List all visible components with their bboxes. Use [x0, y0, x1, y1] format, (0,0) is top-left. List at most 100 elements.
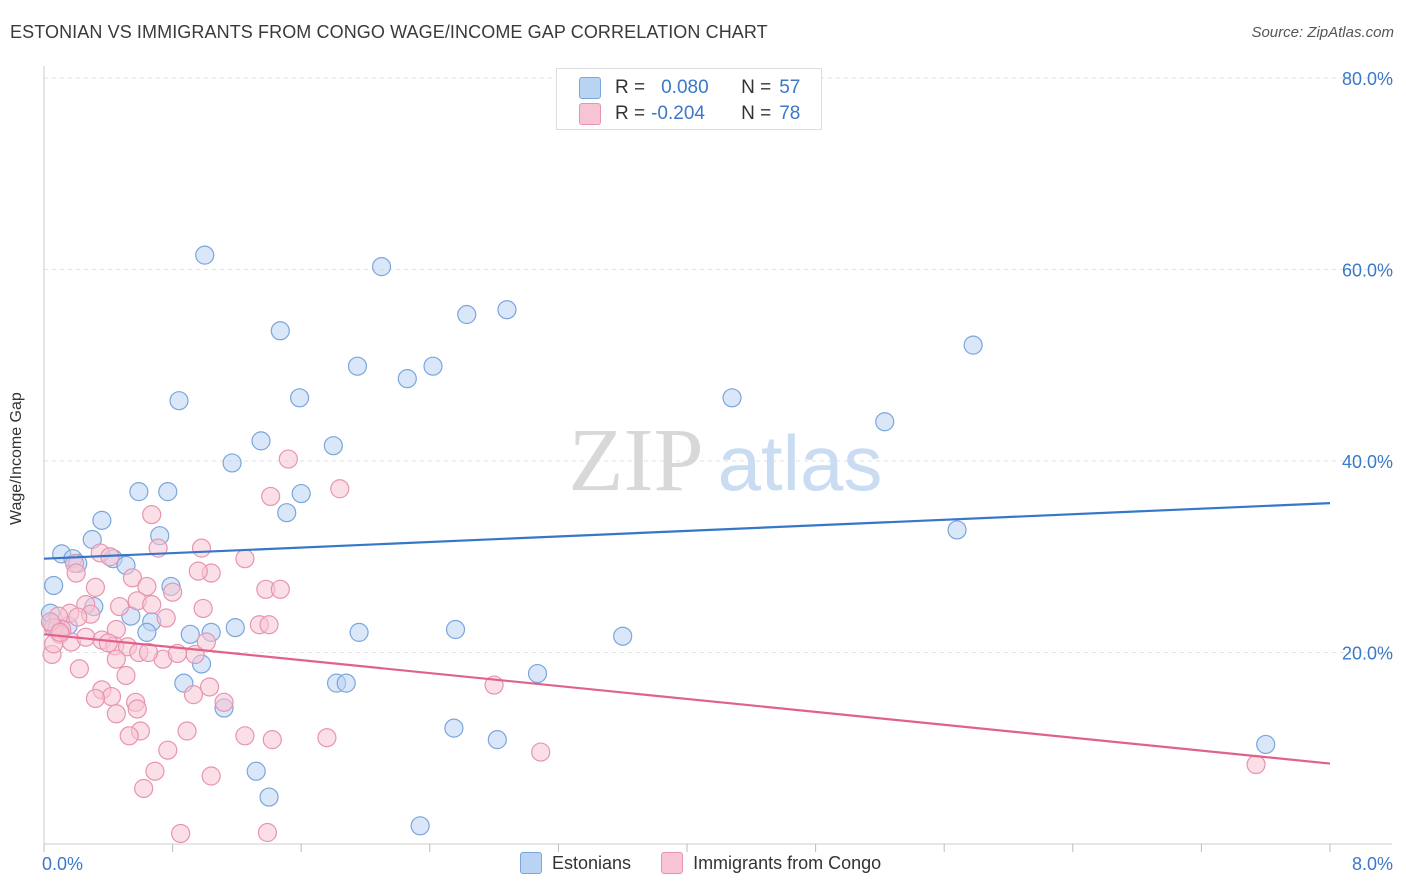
data-point	[158, 482, 178, 502]
data-point	[336, 673, 356, 693]
data-points	[40, 245, 1276, 844]
series-estonians-points	[40, 245, 1276, 836]
data-point	[145, 761, 165, 781]
data-point	[191, 538, 212, 558]
data-point	[497, 300, 517, 320]
data-point	[270, 579, 290, 599]
chart-title: ESTONIAN VS IMMIGRANTS FROM CONGO WAGE/I…	[10, 22, 768, 42]
data-point	[423, 356, 443, 376]
x-tick-label: 0.0%	[42, 854, 83, 874]
data-point	[137, 576, 157, 597]
data-point	[201, 766, 221, 786]
data-point	[137, 622, 157, 642]
data-point	[44, 575, 64, 596]
legend-row-congo: R = -0.204 N = 78	[579, 103, 800, 125]
data-point	[235, 726, 255, 746]
watermark-zip: ZIP	[569, 411, 704, 510]
data-point	[69, 659, 89, 679]
data-point	[129, 482, 149, 502]
legend-n-value: 78	[779, 103, 801, 124]
data-point	[50, 622, 70, 642]
series-swatch-congo	[661, 852, 684, 874]
correlation-legend: R = 0.080 N = 57 R = -0.204 N = 78	[556, 68, 822, 130]
data-point	[330, 479, 350, 499]
data-point	[531, 742, 551, 762]
data-point	[291, 483, 311, 504]
data-point	[225, 618, 245, 638]
data-point	[613, 626, 633, 646]
data-point	[444, 718, 464, 738]
x-tick-label: 8.0%	[1352, 854, 1393, 874]
data-point	[722, 388, 742, 408]
data-point	[235, 549, 255, 569]
series-legend-congo: Immigrants from Congo	[661, 852, 881, 874]
data-point	[92, 510, 112, 530]
data-point	[183, 685, 204, 705]
data-point	[947, 520, 967, 540]
trend-line-estonians	[43, 502, 1331, 560]
data-point	[262, 730, 282, 750]
chart-source: Source: ZipAtlas.com	[1251, 24, 1394, 41]
data-point	[101, 686, 122, 707]
data-point	[222, 453, 242, 473]
series-legend: Estonians Immigrants from Congo	[520, 852, 911, 874]
legend-r-value: 0.080	[661, 77, 709, 98]
data-point	[193, 598, 213, 619]
data-point	[195, 245, 215, 265]
data-point	[349, 622, 369, 642]
data-point	[347, 356, 368, 376]
y-tick-label: 20.0%	[1342, 644, 1393, 664]
data-point	[138, 642, 159, 663]
data-point	[270, 321, 290, 341]
data-point	[171, 823, 191, 844]
data-point	[134, 778, 154, 799]
data-point	[257, 822, 278, 843]
series-label-congo: Immigrants from Congo	[693, 852, 882, 873]
data-point	[158, 740, 178, 760]
legend-r-value: -0.204	[651, 103, 705, 124]
data-point	[214, 692, 234, 712]
y-tick-label: 80.0%	[1342, 69, 1393, 89]
data-point	[527, 663, 548, 684]
data-point	[68, 607, 88, 627]
watermark-atlas: atlas	[718, 419, 883, 507]
data-point	[169, 391, 189, 411]
legend-swatch-estonians	[579, 77, 601, 99]
data-point	[397, 369, 417, 389]
legend-row-estonians: R = 0.080 N = 57	[579, 77, 800, 99]
data-point	[85, 688, 106, 709]
data-point	[371, 257, 392, 277]
data-point	[259, 615, 279, 635]
data-point	[323, 436, 343, 456]
data-point	[116, 665, 136, 686]
data-point	[180, 624, 200, 644]
axes	[43, 66, 1392, 852]
data-point	[487, 730, 507, 750]
series-swatch-estonians	[520, 852, 542, 874]
data-point	[156, 608, 176, 628]
data-point	[109, 596, 130, 617]
trend-lines	[43, 502, 1331, 765]
data-point	[127, 699, 147, 719]
data-point	[177, 721, 197, 741]
legend-r-label: R =	[615, 77, 646, 98]
data-point	[875, 412, 895, 432]
y-axis-label: Wage/Income Gap	[8, 392, 25, 525]
y-tick-label: 40.0%	[1342, 452, 1393, 472]
data-point	[106, 649, 126, 669]
legend-r-label: R =	[615, 103, 646, 124]
legend-swatch-congo	[579, 103, 601, 125]
data-point	[289, 388, 310, 408]
data-point	[199, 677, 220, 697]
data-point	[1246, 754, 1266, 775]
legend-n-label: N =	[741, 77, 772, 98]
tick-labels: 20.0% 40.0% 60.0% 80.0% 0.0% 8.0%	[42, 69, 1393, 874]
legend-n-value: 57	[779, 77, 801, 98]
data-point	[317, 728, 337, 748]
data-point	[963, 335, 983, 355]
data-point	[196, 632, 216, 652]
data-point	[445, 619, 466, 640]
data-point	[278, 449, 298, 469]
data-point	[277, 503, 297, 523]
